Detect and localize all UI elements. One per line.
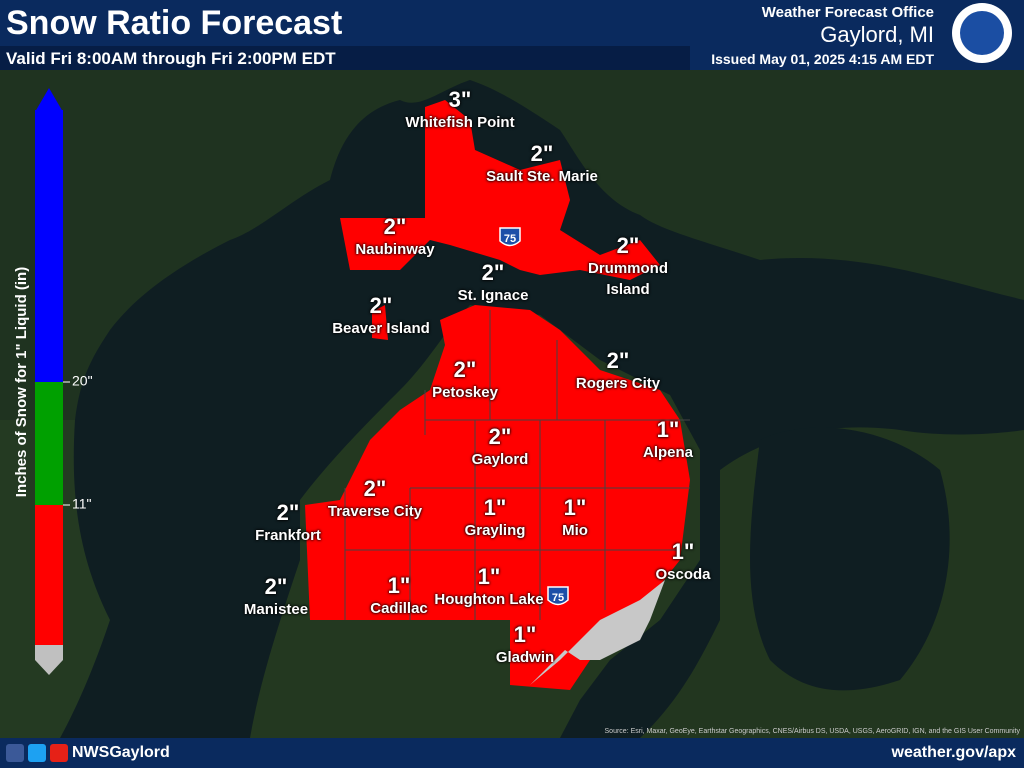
place-name: Houghton Lake bbox=[434, 591, 544, 608]
place-label: 2" Manistee bbox=[244, 575, 308, 620]
snow-ratio-value: 2" bbox=[488, 424, 512, 449]
forecast-area-lower bbox=[305, 305, 690, 690]
place-name: Traverse City bbox=[327, 503, 423, 520]
place-label: 2" Sault Ste. Marie bbox=[486, 142, 598, 187]
source-credit: Source: Esri, Maxar, GeoEye, Earthstar G… bbox=[605, 728, 1021, 735]
place-label: 2" St. Ignace bbox=[458, 261, 529, 306]
legend-title: Inches of Snow for 1" Liquid (in) bbox=[13, 267, 30, 497]
snow-ratio-value: 2" bbox=[616, 233, 640, 258]
place-label: 2" Rogers City bbox=[576, 349, 660, 394]
place-label: 3" Whitefish Point bbox=[405, 88, 514, 133]
snow-ratio-value: 3" bbox=[448, 87, 472, 112]
county-lines bbox=[344, 310, 690, 620]
place-label: 1" Cadillac bbox=[370, 574, 428, 619]
snow-ratio-value: 2" bbox=[363, 476, 387, 501]
place-name: Whitefish Point bbox=[405, 114, 515, 131]
subtitle-bar bbox=[0, 46, 690, 70]
facebook-icon[interactable] bbox=[6, 744, 24, 762]
place-name: Gaylord bbox=[471, 451, 529, 468]
place-label: 1" Alpena bbox=[643, 418, 693, 463]
place-label: 1" Mio bbox=[562, 496, 588, 541]
social-handle[interactable]: NWSGaylord bbox=[72, 744, 170, 761]
legend-green bbox=[35, 382, 63, 505]
legend-tick-label: 11" bbox=[72, 496, 92, 512]
legend-tick-label: 20" bbox=[72, 373, 93, 389]
place-name: Oscoda bbox=[655, 566, 711, 583]
place-name: Naubinway bbox=[355, 241, 435, 258]
snow-ratio-value: 2" bbox=[264, 574, 288, 599]
snow-ratio-value: 2" bbox=[276, 500, 300, 525]
place-name: St. Ignace bbox=[457, 287, 529, 304]
place-label: 2" Frankfort bbox=[255, 501, 321, 546]
place-name: Frankfort bbox=[255, 527, 321, 544]
youtube-icon[interactable] bbox=[50, 744, 68, 762]
snow-ratio-value: 2" bbox=[369, 293, 393, 318]
place-label: 1" Grayling bbox=[465, 496, 526, 541]
snow-ratio-value: 1" bbox=[477, 564, 501, 589]
place-name: Rogers City bbox=[575, 375, 661, 392]
place-name: Manistee bbox=[243, 601, 309, 618]
place-name: Beaver Island bbox=[332, 320, 430, 337]
subtitle: Valid Fri 8:00AM through Fri 2:00PM EDT bbox=[6, 49, 336, 68]
forecast-area-beaver-island bbox=[372, 305, 388, 340]
legend-arrow-top bbox=[35, 88, 63, 112]
place-label: 2" Petoskey bbox=[432, 358, 498, 403]
place-label: 2" Drummond Island bbox=[573, 234, 683, 300]
place-name: Gladwin bbox=[495, 649, 555, 666]
place-name: Alpena bbox=[642, 444, 694, 461]
snow-ratio-value: 1" bbox=[513, 622, 537, 647]
place-label: 2" Traverse City bbox=[328, 477, 422, 522]
twitter-icon[interactable] bbox=[28, 744, 46, 762]
place-name: Drummond Island bbox=[588, 260, 668, 298]
title: Snow Ratio Forecast bbox=[6, 4, 343, 42]
snow-ratio-value: 2" bbox=[453, 357, 477, 382]
place-label: 2" Gaylord bbox=[472, 425, 529, 470]
forecast-area-upper bbox=[340, 100, 660, 280]
no-forecast-area bbox=[530, 580, 665, 685]
saginaw-bay bbox=[750, 427, 950, 691]
legend-red bbox=[35, 505, 63, 645]
legend-gray bbox=[35, 645, 63, 675]
place-name: Mio bbox=[562, 522, 588, 539]
office: Weather Forecast Office bbox=[761, 4, 934, 21]
highway-shield: 75 bbox=[547, 586, 569, 606]
footer-bar bbox=[0, 738, 1024, 768]
place-name: Petoskey bbox=[432, 384, 498, 401]
place-label: 1" Gladwin bbox=[496, 623, 554, 668]
nws-logo-inner bbox=[960, 11, 1004, 55]
highway-number: 75 bbox=[552, 592, 564, 604]
legend-blue bbox=[35, 110, 63, 382]
snow-ratio-value: 2" bbox=[530, 141, 554, 166]
snow-ratio-value: 1" bbox=[563, 495, 587, 520]
place-label: 1" Houghton Lake bbox=[434, 565, 543, 610]
place-label: 1" Oscoda bbox=[655, 540, 710, 585]
snow-ratio-value: 2" bbox=[383, 214, 407, 239]
snow-ratio-value: 2" bbox=[606, 348, 630, 373]
snow-ratio-value: 1" bbox=[483, 495, 507, 520]
issued: Issued May 01, 2025 4:15 AM EDT bbox=[711, 51, 934, 67]
highway-shield: 75 bbox=[499, 227, 521, 247]
highway-number: 75 bbox=[504, 233, 516, 245]
location: Gaylord, MI bbox=[820, 22, 934, 47]
place-name: Sault Ste. Marie bbox=[486, 168, 598, 185]
place-name: Cadillac bbox=[370, 600, 428, 617]
snow-ratio-value: 1" bbox=[671, 539, 695, 564]
place-name: Grayling bbox=[464, 522, 526, 539]
land-north bbox=[0, 70, 1024, 420]
snow-ratio-value: 1" bbox=[656, 417, 680, 442]
shield-shape bbox=[499, 227, 521, 247]
website[interactable]: weather.gov/apx bbox=[891, 744, 1017, 761]
snow-ratio-value: 1" bbox=[387, 573, 411, 598]
place-label: 2" Naubinway bbox=[355, 215, 434, 260]
shield-shape bbox=[547, 586, 569, 606]
snow-ratio-value: 2" bbox=[481, 260, 505, 285]
place-label: 2" Beaver Island bbox=[332, 294, 430, 339]
